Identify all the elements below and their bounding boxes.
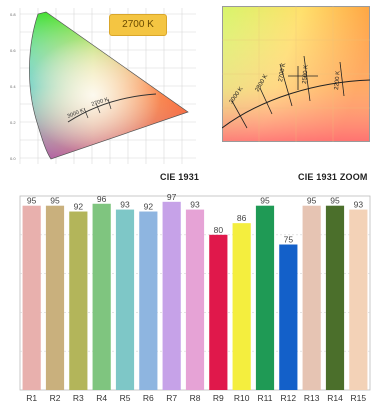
tick-label-r3: R3 bbox=[73, 393, 84, 403]
bar-r14 bbox=[325, 205, 345, 390]
tick-label-r6: R6 bbox=[143, 393, 154, 403]
svg-text:0.2: 0.2 bbox=[10, 120, 16, 125]
tick-label-r8: R8 bbox=[190, 393, 201, 403]
svg-text:0.8: 0.8 bbox=[10, 12, 16, 17]
cie-1931-caption: CIE 1931 bbox=[160, 172, 200, 182]
cie-axis-ticks: 0.8 0.6 0.4 0.2 0.0 bbox=[10, 12, 16, 161]
spectral-locus bbox=[29, 11, 189, 160]
tick-label-r13: R13 bbox=[304, 393, 320, 403]
zoom-label-2700k: 2700 K bbox=[278, 63, 287, 83]
value-label-r3: 92 bbox=[74, 202, 84, 212]
value-label-r10: 86 bbox=[237, 213, 247, 223]
value-label-r2: 95 bbox=[50, 196, 60, 206]
value-label-r8: 93 bbox=[190, 200, 200, 210]
svg-text:0.4: 0.4 bbox=[10, 84, 16, 89]
value-label-r9: 80 bbox=[214, 225, 224, 235]
bar-r13 bbox=[302, 205, 321, 390]
tick-label-r14: R14 bbox=[327, 393, 343, 403]
bar-r2 bbox=[45, 205, 65, 390]
tick-label-r9: R9 bbox=[213, 393, 224, 403]
cie-gamut bbox=[29, 12, 188, 159]
cie-zoom-svg: 3000 K 2800 K 2700 K 2500 K 2200 K bbox=[221, 6, 371, 142]
value-label-r14: 95 bbox=[330, 196, 340, 206]
value-label-r7: 97 bbox=[167, 192, 177, 202]
svg-text:0.0: 0.0 bbox=[10, 156, 16, 161]
bar-r10 bbox=[232, 223, 251, 390]
tick-label-r4: R4 bbox=[96, 393, 107, 403]
zoom-grid bbox=[222, 6, 370, 142]
tick-label-r1: R1 bbox=[26, 393, 37, 403]
tick-label-r10: R10 bbox=[234, 393, 250, 403]
tick-label-r5: R5 bbox=[120, 393, 131, 403]
isotherm-ticks bbox=[83, 98, 112, 119]
bar-r3 bbox=[69, 211, 88, 390]
cri-bar-chart: 95 R1 95 R2 92 R3 96 R4 93 R5 92 R6 97 R7 93 R8 80 R9 86 R1… bbox=[14, 190, 376, 405]
value-label-r5: 93 bbox=[120, 200, 130, 210]
zoom-label-2500k: 2500 K bbox=[302, 65, 310, 84]
value-label-r13: 95 bbox=[307, 196, 317, 206]
cie-1931-svg: 3000 K 2700 K 0.80.6 0.40.2 0.0 bbox=[10, 8, 196, 164]
tick-label-r7: R7 bbox=[166, 393, 177, 403]
svg-text:0.6: 0.6 bbox=[10, 48, 16, 53]
value-label-r4: 96 bbox=[97, 194, 107, 204]
bar-r15 bbox=[349, 209, 368, 390]
value-label-r15: 93 bbox=[354, 200, 364, 210]
tick-label-r15: R15 bbox=[351, 393, 367, 403]
bar-r5 bbox=[115, 209, 135, 390]
tick-label-r11: R11 bbox=[258, 393, 273, 403]
bar-r8 bbox=[185, 209, 205, 390]
bar-r11 bbox=[255, 205, 275, 390]
bar-r4 bbox=[92, 203, 111, 390]
bar-r6 bbox=[139, 211, 158, 390]
bar-r1 bbox=[22, 205, 41, 390]
cct-badge: 2700 K bbox=[109, 14, 167, 36]
cie-zoom-caption: CIE 1931 ZOOM bbox=[298, 172, 368, 182]
value-label-r1: 95 bbox=[27, 196, 37, 206]
cie-1931-zoom-diagram: 3000 K 2800 K 2700 K 2500 K 2200 K bbox=[221, 6, 371, 142]
tick-label-r12: R12 bbox=[281, 393, 297, 403]
cie-1931-diagram: 3000 K 2700 K 0.8 0.6 0.4 0.2 0.0 2700 K bbox=[6, 4, 200, 170]
bar-r9 bbox=[209, 234, 228, 390]
tick-label-r2: R2 bbox=[50, 393, 61, 403]
zoom-label-2200k: 2200 K bbox=[334, 71, 342, 90]
locus-label-2: 2700 K bbox=[91, 97, 110, 108]
zoom-planckian-locus bbox=[221, 79, 371, 129]
value-label-r12: 75 bbox=[284, 235, 294, 245]
cri-chart-svg: 95 R1 95 R2 92 R3 96 R4 93 R5 92 R6 97 R7 93 R8 80 R9 86 R1… bbox=[19, 192, 371, 403]
bar-r12 bbox=[279, 244, 298, 390]
value-label-r11: 95 bbox=[260, 196, 270, 206]
zoom-isotherms bbox=[231, 55, 345, 129]
value-label-r6: 92 bbox=[144, 202, 154, 212]
bar-r7 bbox=[162, 201, 181, 390]
planckian-locus bbox=[67, 93, 157, 123]
